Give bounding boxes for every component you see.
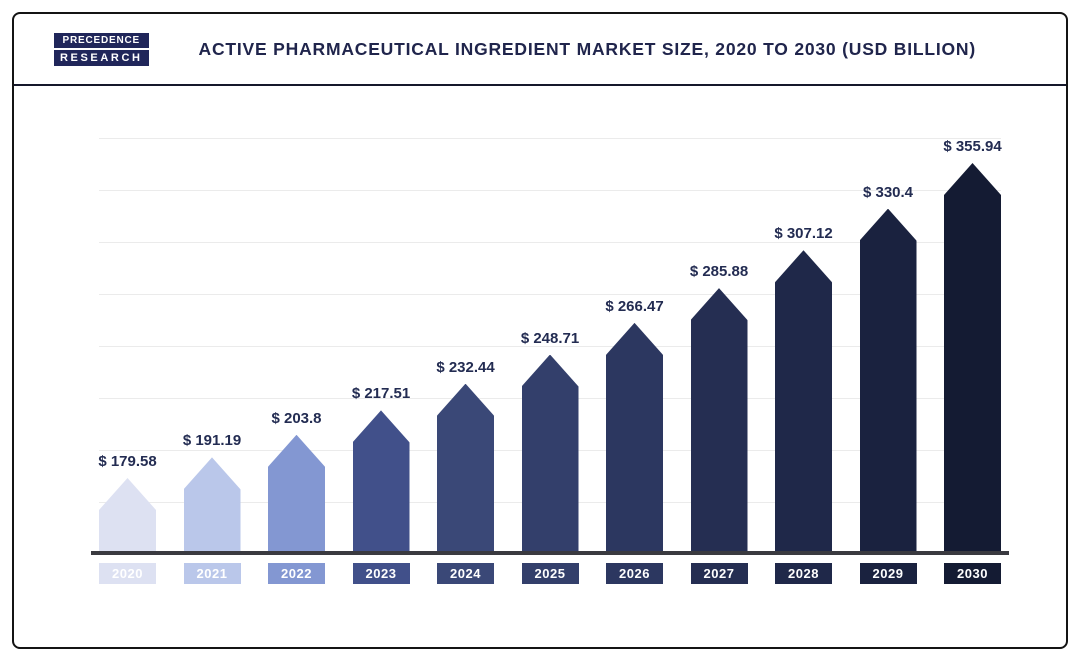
- bar: [99, 478, 156, 551]
- bar-column: $ 217.51 2023: [351, 385, 411, 584]
- bar-column: $ 191.19 2021: [182, 432, 242, 584]
- bar-column: $ 203.8 2022: [268, 410, 325, 584]
- year-label: 2030: [944, 563, 1001, 584]
- bar-value-label: $ 179.58: [98, 453, 157, 470]
- logo-text-precedence: PRECEDENCE: [54, 32, 149, 48]
- bar-column: $ 285.88 2027: [689, 263, 749, 584]
- bar-column: $ 330.4 2029: [859, 183, 917, 584]
- bar: [352, 410, 410, 551]
- bar: [690, 288, 748, 551]
- bar-column: $ 232.44 2024: [436, 358, 495, 584]
- infographic-card: PRECEDENCE RESEARCH ACTIVE PHARMACEUTICA…: [12, 12, 1068, 649]
- bar-value-label: $ 232.44: [436, 358, 495, 376]
- bar-value-label: $ 217.51: [351, 385, 411, 403]
- bar: [944, 163, 1001, 551]
- bar-value-label: $ 355.94: [943, 138, 1002, 155]
- year-label: 2028: [775, 563, 832, 584]
- year-label: 2020: [99, 563, 156, 584]
- bar-value-label: $ 330.4: [862, 183, 914, 201]
- bars-row: $ 179.58 2020 $ 191.19 2021 $ 203.8 2022 $ 217…: [98, 138, 1002, 584]
- logo-text-research: RESEARCH: [54, 49, 149, 66]
- x-axis-baseline: [91, 551, 1009, 555]
- bar: [521, 354, 579, 551]
- chart-title: ACTIVE PHARMACEUTICAL INGREDIENT MARKET …: [198, 38, 976, 59]
- bar-column: $ 179.58 2020: [98, 453, 157, 584]
- bar-column: $ 266.47 2026: [605, 297, 664, 584]
- bar-value-label: $ 307.12: [774, 225, 833, 243]
- bar-value-label: $ 266.47: [605, 297, 664, 315]
- bar: [437, 383, 494, 551]
- bar-column: $ 307.12 2028: [774, 225, 833, 584]
- chart-plot-area: $ 179.58 2020 $ 191.19 2021 $ 203.8 2022 $ 217…: [91, 134, 1009, 584]
- year-label: 2022: [268, 563, 325, 584]
- bar-value-label: $ 203.8: [271, 409, 322, 427]
- year-label: 2025: [521, 563, 579, 584]
- header: PRECEDENCE RESEARCH ACTIVE PHARMACEUTICA…: [14, 14, 1066, 86]
- year-label: 2021: [183, 563, 241, 584]
- precedence-research-logo: PRECEDENCE RESEARCH: [54, 32, 149, 66]
- bar-value-label: $ 191.19: [182, 432, 242, 450]
- bar-column: $ 355.94 2030: [943, 138, 1002, 584]
- year-label: 2026: [606, 563, 663, 584]
- bar-column: $ 248.71 2025: [520, 329, 580, 584]
- year-label: 2023: [352, 563, 410, 584]
- bar: [775, 250, 832, 551]
- year-label: 2024: [437, 563, 494, 584]
- bar: [606, 322, 663, 551]
- bar: [859, 208, 917, 551]
- year-label: 2029: [859, 563, 917, 584]
- bar-value-label: $ 248.71: [520, 329, 580, 347]
- bar: [268, 434, 325, 551]
- year-label: 2027: [690, 563, 748, 584]
- bar: [183, 457, 241, 551]
- bar-value-label: $ 285.88: [689, 263, 749, 281]
